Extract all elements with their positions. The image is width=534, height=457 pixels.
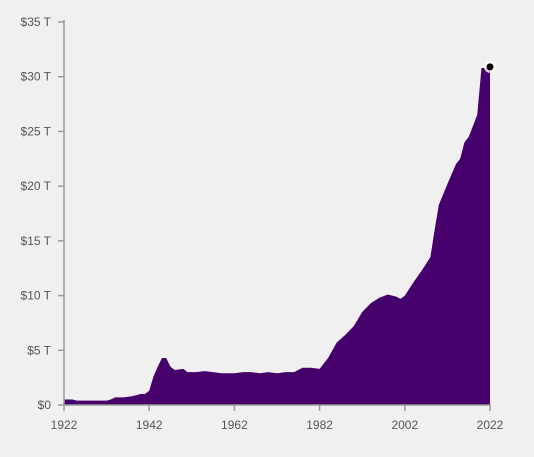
debt-area-series — [64, 66, 490, 406]
y-tick-label: $15 T — [21, 234, 52, 248]
y-tick-label: $0 — [38, 398, 52, 412]
y-tick-label: $10 T — [21, 289, 52, 303]
x-tick-label: 1962 — [221, 418, 248, 432]
y-tick-label: $35 T — [21, 15, 52, 29]
x-tick-label: 2022 — [477, 418, 504, 432]
x-tick-label: 1922 — [51, 418, 78, 432]
y-tick-label: $5 T — [27, 343, 51, 357]
highlight-point-marker — [486, 63, 494, 71]
x-tick-label: 2002 — [391, 418, 418, 432]
x-tick-label: 1982 — [306, 418, 333, 432]
x-tick-label: 1942 — [136, 418, 163, 432]
y-tick-label: $25 T — [21, 124, 52, 138]
y-tick-label: $30 T — [21, 70, 52, 84]
y-tick-label: $20 T — [21, 179, 52, 193]
